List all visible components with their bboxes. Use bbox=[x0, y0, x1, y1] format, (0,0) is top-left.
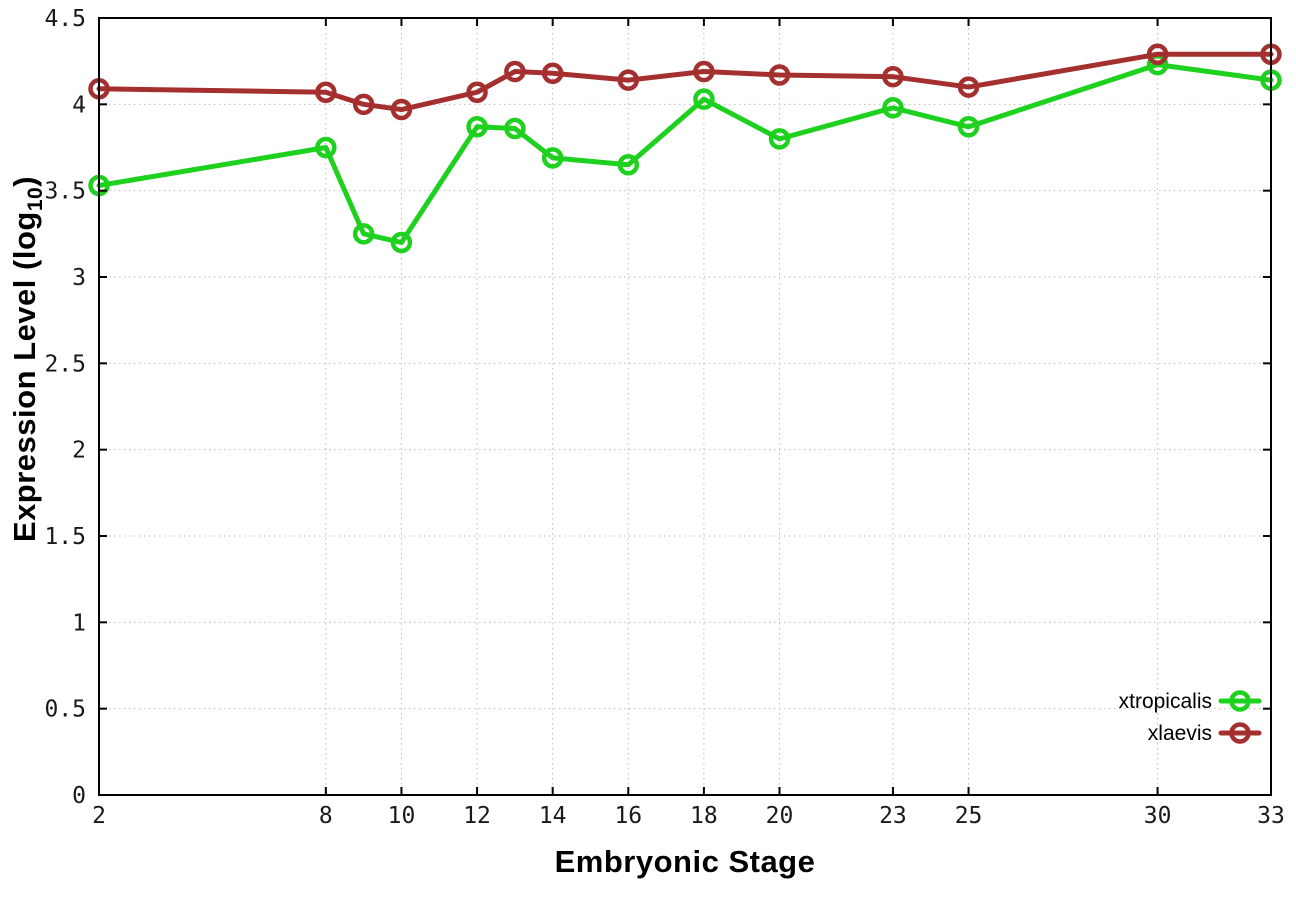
legend-entry-xlaevis: xlaevis bbox=[1148, 722, 1262, 745]
x-tick-label-16: 16 bbox=[614, 803, 642, 829]
x-tick-label-25: 25 bbox=[955, 803, 983, 829]
x-tick-label-14: 14 bbox=[539, 803, 567, 829]
y-tick-label-2: 2 bbox=[72, 438, 86, 464]
series-line-xlaevis bbox=[96, 51, 1274, 113]
y-tick-label-2.5: 2.5 bbox=[44, 351, 86, 377]
legend-label-xlaevis: xlaevis bbox=[1148, 722, 1212, 745]
data-point-xlaevis-stage-16 bbox=[617, 69, 640, 91]
y-axis-title-text: Expression Level (log bbox=[7, 211, 42, 543]
series-xtropicalis bbox=[88, 53, 1282, 254]
data-point-xtropicalis-stage-23 bbox=[882, 97, 904, 119]
y-tick-label-3: 3 bbox=[72, 265, 86, 291]
data-point-xtropicalis-stage-16 bbox=[617, 154, 640, 176]
data-point-xlaevis-stage-10 bbox=[390, 98, 413, 121]
x-tick-label-2: 2 bbox=[92, 803, 106, 829]
plot-border bbox=[98, 17, 1272, 796]
data-point-xlaevis-stage-20 bbox=[768, 64, 791, 86]
y-axis-title-subscript: 10 bbox=[24, 186, 48, 212]
legend-marker-xtropicalis bbox=[1229, 690, 1251, 712]
data-point-xtropicalis-stage-25 bbox=[957, 116, 980, 138]
legend-marker-xlaevis bbox=[1229, 722, 1251, 744]
data-point-xtropicalis-stage-18 bbox=[693, 88, 715, 110]
tick-marks bbox=[98, 17, 1272, 796]
data-point-xtropicalis-stage-20 bbox=[768, 128, 791, 150]
y-tick-label-3.5: 3.5 bbox=[44, 179, 86, 205]
x-tick-label-33: 33 bbox=[1257, 803, 1285, 829]
data-point-xlaevis-stage-13 bbox=[504, 60, 526, 83]
y-tick-label-1: 1 bbox=[72, 610, 86, 636]
data-point-xlaevis-stage-25 bbox=[957, 76, 980, 98]
data-point-xtropicalis-stage-12 bbox=[466, 116, 488, 138]
x-axis-title: Embryonic Stage bbox=[554, 844, 816, 879]
gridlines bbox=[99, 18, 1271, 795]
data-point-xtropicalis-stage-9 bbox=[352, 223, 375, 245]
data-point-xlaevis-stage-18 bbox=[693, 60, 715, 83]
series-xlaevis bbox=[88, 43, 1282, 121]
y-tick-label-4.5: 4.5 bbox=[44, 6, 86, 32]
x-tick-label-10: 10 bbox=[388, 803, 416, 829]
x-tick-label-30: 30 bbox=[1144, 803, 1172, 829]
data-point-xlaevis-stage-14 bbox=[541, 62, 564, 85]
data-point-xlaevis-stage-23 bbox=[882, 65, 904, 88]
x-tick-label-18: 18 bbox=[690, 803, 718, 829]
data-point-xtropicalis-stage-13 bbox=[504, 117, 526, 140]
y-tick-label-1.5: 1.5 bbox=[44, 524, 86, 550]
y-tick-label-0: 0 bbox=[72, 783, 86, 809]
tick-labels: 2 8 10 12 14 16 18 20 23 25 30 33 0 0.5 1 1.5 2 2.5 3 3.5 4 4… bbox=[44, 6, 1284, 829]
legend-label-xtropicalis: xtropicalis bbox=[1119, 690, 1212, 713]
y-tick-label-4: 4 bbox=[72, 92, 86, 118]
y-tick-label-0.5: 0.5 bbox=[44, 697, 86, 723]
data-point-xtropicalis-stage-8 bbox=[315, 136, 337, 159]
x-tick-label-20: 20 bbox=[766, 803, 794, 829]
x-tick-label-23: 23 bbox=[879, 803, 907, 829]
y-axis-title-close: ) bbox=[7, 175, 42, 187]
data-point-xtropicalis-stage-10 bbox=[390, 231, 413, 254]
y-axis-title: Expression Level (log10) bbox=[7, 109, 49, 609]
data-point-xlaevis-stage-9 bbox=[352, 93, 375, 116]
data-point-xlaevis-stage-8 bbox=[315, 81, 337, 103]
data-point-xlaevis-stage-30 bbox=[1146, 43, 1169, 66]
legend-entry-xtropicalis: xtropicalis bbox=[1119, 690, 1262, 713]
legend: xtropicalis xlaevis bbox=[1119, 690, 1262, 745]
data-point-xlaevis-stage-12 bbox=[466, 81, 488, 103]
data-point-xtropicalis-stage-14 bbox=[541, 147, 564, 169]
x-tick-label-12: 12 bbox=[463, 803, 491, 829]
x-tick-label-8: 8 bbox=[319, 803, 333, 829]
